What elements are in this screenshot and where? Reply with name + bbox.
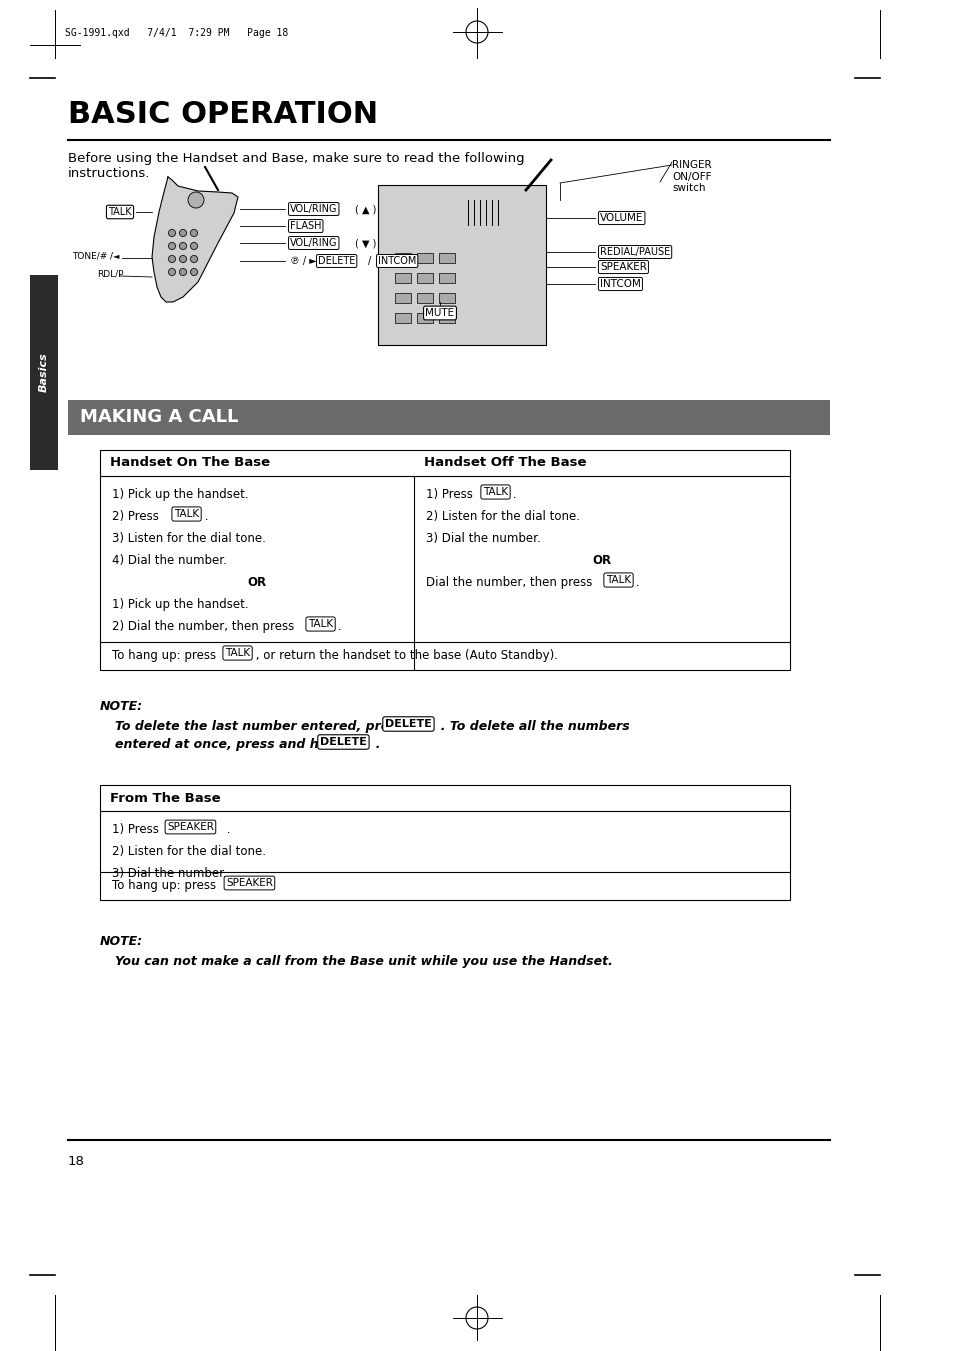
Text: To hang up: press: To hang up: press: [112, 648, 223, 662]
Circle shape: [179, 242, 186, 250]
Text: .: .: [223, 823, 231, 836]
Text: /: /: [110, 251, 112, 261]
Text: 1) Pick up the handset.: 1) Pick up the handset.: [112, 488, 249, 501]
Text: 1) Pick up the handset.: 1) Pick up the handset.: [112, 598, 249, 611]
Text: SPEAKER: SPEAKER: [599, 262, 646, 272]
Text: To hang up: press: To hang up: press: [112, 880, 223, 892]
Text: SG-1991.qxd   7/4/1  7:29 PM   Page 18: SG-1991.qxd 7/4/1 7:29 PM Page 18: [65, 28, 288, 38]
Text: entered at once, press and hold: entered at once, press and hold: [115, 738, 349, 751]
Text: NOTE:: NOTE:: [100, 935, 143, 948]
Text: VOLUME: VOLUME: [599, 213, 642, 223]
Text: ℗ / ►: ℗ / ►: [290, 255, 316, 266]
Text: Handset Off The Base: Handset Off The Base: [423, 457, 586, 470]
Text: 3) Dial the number.: 3) Dial the number.: [425, 532, 540, 544]
Bar: [395, 273, 411, 282]
Bar: [438, 293, 455, 303]
Text: 18: 18: [68, 1155, 85, 1169]
Text: Handset On The Base: Handset On The Base: [110, 457, 270, 470]
Text: 2) Listen for the dial tone.: 2) Listen for the dial tone.: [425, 509, 579, 523]
Bar: [100, 450, 789, 670]
Text: You can not make a call from the Base unit while you use the Handset.: You can not make a call from the Base un…: [115, 955, 612, 969]
Text: From The Base: From The Base: [110, 792, 220, 804]
Bar: [416, 293, 433, 303]
Text: SPEAKER: SPEAKER: [226, 878, 273, 888]
Text: ◄: ◄: [112, 251, 119, 261]
Text: OR: OR: [247, 576, 266, 589]
Text: To delete the last number entered, press: To delete the last number entered, press: [115, 720, 413, 734]
Text: BASIC OPERATION: BASIC OPERATION: [68, 100, 377, 128]
Text: RINGER
ON/OFF
switch: RINGER ON/OFF switch: [671, 159, 711, 193]
Bar: [438, 313, 455, 323]
Text: Dial the number, then press: Dial the number, then press: [425, 576, 599, 589]
Circle shape: [191, 255, 197, 262]
Text: DELETE: DELETE: [385, 719, 432, 730]
Text: 2) Press: 2) Press: [112, 509, 166, 523]
Circle shape: [179, 230, 186, 236]
Bar: [395, 253, 411, 263]
Text: ( ▼ ): ( ▼ ): [355, 238, 376, 249]
Text: 3) Dial the number.: 3) Dial the number.: [112, 867, 227, 880]
Circle shape: [169, 255, 175, 262]
Text: OR: OR: [592, 554, 611, 567]
Bar: [100, 785, 789, 900]
Circle shape: [169, 242, 175, 250]
Text: SPEAKER: SPEAKER: [167, 821, 213, 832]
Circle shape: [169, 269, 175, 276]
Bar: [395, 313, 411, 323]
Text: INTCOM: INTCOM: [377, 255, 416, 266]
Text: MUTE: MUTE: [425, 308, 454, 317]
Polygon shape: [152, 177, 237, 303]
Text: NOTE:: NOTE:: [100, 700, 143, 713]
Text: Before using the Handset and Base, make sure to read the following
instructions.: Before using the Handset and Base, make …: [68, 153, 524, 180]
Bar: [416, 253, 433, 263]
Text: TALK: TALK: [308, 619, 333, 630]
Text: FLASH: FLASH: [290, 222, 321, 231]
Text: /: /: [368, 255, 371, 266]
Text: .: .: [334, 620, 341, 634]
Text: DELETE: DELETE: [317, 255, 355, 266]
Text: .: .: [508, 488, 516, 501]
Text: INTCOM: INTCOM: [599, 280, 640, 289]
Bar: [68, 400, 829, 435]
Text: 3) Listen for the dial tone.: 3) Listen for the dial tone.: [112, 532, 266, 544]
Text: . To delete all the numbers: . To delete all the numbers: [432, 720, 629, 734]
Text: 4) Dial the number.: 4) Dial the number.: [112, 554, 227, 567]
Text: RDL/P: RDL/P: [97, 269, 123, 278]
Text: DELETE: DELETE: [319, 738, 367, 747]
Circle shape: [191, 269, 197, 276]
Text: TALK: TALK: [225, 648, 250, 658]
Text: VOL/RING: VOL/RING: [290, 204, 337, 213]
Bar: [377, 185, 545, 345]
Bar: [395, 293, 411, 303]
Circle shape: [169, 230, 175, 236]
Text: TALK: TALK: [108, 207, 132, 218]
Text: 2) Dial the number, then press: 2) Dial the number, then press: [112, 620, 301, 634]
Circle shape: [188, 192, 204, 208]
Text: 2) Listen for the dial tone.: 2) Listen for the dial tone.: [112, 844, 266, 858]
Text: .: .: [201, 509, 209, 523]
Text: .: .: [631, 576, 639, 589]
Text: .: .: [367, 738, 380, 751]
Text: MAKING A CALL: MAKING A CALL: [80, 408, 238, 427]
Text: TONE/#: TONE/#: [72, 251, 108, 261]
Text: ( ▲ ): ( ▲ ): [355, 204, 376, 213]
Bar: [416, 313, 433, 323]
Text: TALK: TALK: [482, 486, 508, 497]
Bar: [416, 273, 433, 282]
Circle shape: [191, 242, 197, 250]
Circle shape: [191, 230, 197, 236]
Text: VOL/RING: VOL/RING: [290, 238, 337, 249]
Bar: [438, 273, 455, 282]
Text: Basics: Basics: [39, 353, 49, 392]
Circle shape: [179, 269, 186, 276]
Text: TALK: TALK: [605, 576, 631, 585]
Text: TALK: TALK: [173, 509, 199, 519]
Bar: [438, 253, 455, 263]
Text: 1) Press: 1) Press: [425, 488, 479, 501]
Bar: [30, 276, 58, 470]
Text: REDIAL/PAUSE: REDIAL/PAUSE: [599, 247, 670, 257]
Text: 1) Press: 1) Press: [112, 823, 166, 836]
Circle shape: [179, 255, 186, 262]
Text: , or return the handset to the base (Auto Standby).: , or return the handset to the base (Aut…: [252, 648, 558, 662]
